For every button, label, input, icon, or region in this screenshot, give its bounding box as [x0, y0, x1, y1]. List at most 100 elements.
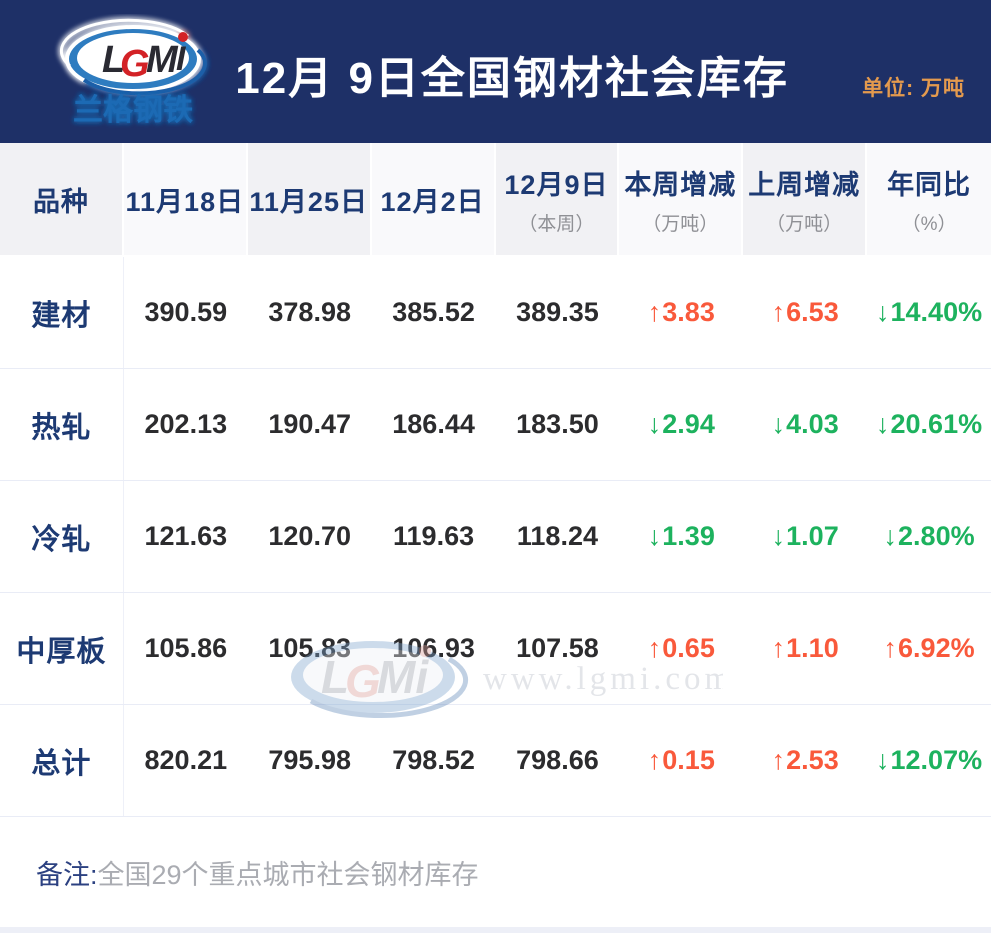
arrow-down-icon: ↓	[647, 521, 662, 551]
change-value: 1.10	[786, 633, 839, 663]
arrow-down-icon: ↓	[883, 521, 898, 551]
change-value: 2.80%	[898, 521, 975, 551]
bottom-strip	[0, 927, 991, 933]
value-cell-3: 183.50	[516, 409, 599, 439]
arrow-up-icon: ↑	[647, 633, 662, 663]
change-value: 6.53	[786, 297, 839, 327]
svg-text:I: I	[176, 40, 187, 78]
change-cell-1: ↓ 4.03	[743, 369, 867, 480]
svg-text:M: M	[146, 39, 179, 81]
column-header-label: 11月25日	[249, 186, 368, 217]
logo-subtext: 兰格钢铁	[73, 94, 193, 127]
column-header-label: 本周增减	[624, 169, 737, 200]
page-title: 12月 9日全国钢材社会库存	[235, 54, 789, 103]
column-header-label: 品种	[32, 186, 89, 217]
change-value: 6.92%	[898, 633, 975, 663]
row-label: 热轧	[0, 369, 124, 480]
arrow-up-icon: ↑	[647, 297, 662, 327]
value-cell-0: 390.59	[144, 297, 228, 327]
change-value: 0.65	[662, 633, 715, 663]
row-label: 总计	[0, 705, 124, 816]
column-header-label: 11月18日	[125, 186, 245, 217]
change-cell-0: ↑ 0.15	[619, 705, 743, 816]
row-label: 中厚板	[0, 593, 124, 704]
change-cell-1: ↑ 2.53	[743, 705, 867, 816]
column-header-3: 12月2日	[371, 143, 496, 255]
column-header-sub: （本周）	[518, 213, 595, 235]
row-label: 建材	[0, 257, 124, 368]
column-header-2: 11月25日	[247, 143, 372, 255]
value-cell-3: 798.66	[516, 745, 599, 775]
change-value: 12.07%	[890, 745, 983, 775]
value-cell-3: 118.24	[516, 521, 598, 551]
column-header-6: 上周增减 （万吨）	[743, 143, 868, 255]
value-cell-1: 795.98	[268, 745, 351, 775]
change-cell-1: ↓ 1.07	[743, 481, 867, 592]
value-cell-3: 107.58	[516, 633, 599, 663]
arrow-up-icon: ↑	[771, 745, 786, 775]
column-header-5: 本周增减 （万吨）	[619, 143, 744, 255]
value-cell-0: 105.86	[144, 633, 228, 663]
arrow-down-icon: ↓	[876, 409, 890, 439]
column-header-1: 11月18日	[123, 143, 248, 255]
change-cell-1: ↑ 6.53	[743, 257, 867, 368]
change-cell-0: ↓ 1.39	[619, 481, 743, 592]
column-header-7: 年同比 （%）	[867, 143, 991, 255]
table-row-3: 中厚板 105.86 105.83 106.93 107.58 ↑ 0.65 ↑ 1.10 ↑ 6.…	[0, 593, 991, 705]
page-header: L G M I 兰格钢铁 12月 9日全国钢材社会库存 单位: 万吨	[0, 0, 991, 143]
value-cell-0: 202.13	[144, 409, 228, 439]
value-cell-1: 378.98	[268, 297, 351, 327]
arrow-up-icon: ↑	[647, 745, 662, 775]
arrow-down-icon: ↓	[647, 409, 662, 439]
table-row-0: 建材 390.59 378.98 385.52 389.35 ↑ 3.83 ↑ 6.53 ↓ 14.…	[0, 257, 991, 369]
change-value: 14.40%	[890, 297, 983, 327]
column-header-sub: （%）	[901, 213, 957, 235]
table-header-row: 品种 11月18日 11月25日 12月2日 12月9日 （本周） 本周增减 （万吨） 上周增减…	[0, 143, 991, 257]
unit-label: 单位: 万吨	[862, 77, 965, 100]
change-cell-2: ↓ 20.61%	[867, 369, 991, 480]
row-label: 冷轧	[0, 481, 124, 592]
value-cell-0: 820.21	[144, 745, 228, 775]
column-header-label: 12月2日	[380, 186, 485, 217]
svg-text:G: G	[120, 43, 150, 85]
column-header-sub: （万吨）	[642, 213, 719, 235]
column-header-0: 品种	[0, 143, 124, 255]
change-cell-2: ↓ 12.07%	[867, 705, 991, 816]
change-value: 1.39	[662, 521, 715, 551]
footnote-label: 备注:	[36, 859, 98, 890]
inventory-table: 品种 11月18日 11月25日 12月2日 12月9日 （本周） 本周增减 （万吨） 上周增减…	[0, 143, 991, 817]
value-cell-2: 119.63	[393, 521, 475, 551]
change-cell-0: ↑ 0.65	[619, 593, 743, 704]
footnote: 备注: 全国29个重点城市社会钢材库存	[0, 817, 991, 927]
column-header-label: 12月9日	[504, 169, 609, 200]
column-header-sub: （万吨）	[766, 213, 843, 235]
logo-letter-l: L	[102, 39, 125, 81]
change-cell-2: ↑ 6.92%	[867, 593, 991, 704]
column-header-4: 12月9日 （本周）	[495, 143, 620, 255]
column-header-label: 上周增减	[748, 169, 861, 200]
arrow-down-icon: ↓	[771, 521, 786, 551]
table-row-2: 冷轧 121.63 120.70 119.63 118.24 ↓ 1.39 ↓ 1.07 ↓ 2.8…	[0, 481, 991, 593]
value-cell-1: 105.83	[268, 633, 351, 663]
table-row-1: 热轧 202.13 190.47 186.44 183.50 ↓ 2.94 ↓ 4.03 ↓ 20.…	[0, 369, 991, 481]
value-cell-2: 798.52	[392, 745, 475, 775]
value-cell-3: 389.35	[516, 297, 599, 327]
change-cell-2: ↓ 2.80%	[867, 481, 991, 592]
change-cell-2: ↓ 14.40%	[867, 257, 991, 368]
arrow-up-icon: ↑	[771, 297, 786, 327]
change-value: 3.83	[662, 297, 715, 327]
arrow-up-icon: ↑	[771, 633, 786, 663]
change-value: 2.94	[662, 409, 715, 439]
change-value: 20.61%	[890, 409, 983, 439]
value-cell-1: 190.47	[268, 409, 351, 439]
arrow-down-icon: ↓	[876, 745, 890, 775]
value-cell-1: 120.70	[268, 521, 351, 551]
value-cell-2: 186.44	[392, 409, 475, 439]
change-value: 2.53	[786, 745, 839, 775]
table-body: 建材 390.59 378.98 385.52 389.35 ↑ 3.83 ↑ 6.53 ↓ 14.…	[0, 257, 991, 817]
change-cell-1: ↑ 1.10	[743, 593, 867, 704]
value-cell-2: 106.93	[392, 633, 475, 663]
change-value: 4.03	[786, 409, 839, 439]
arrow-down-icon: ↓	[876, 297, 890, 327]
change-value: 0.15	[662, 745, 715, 775]
